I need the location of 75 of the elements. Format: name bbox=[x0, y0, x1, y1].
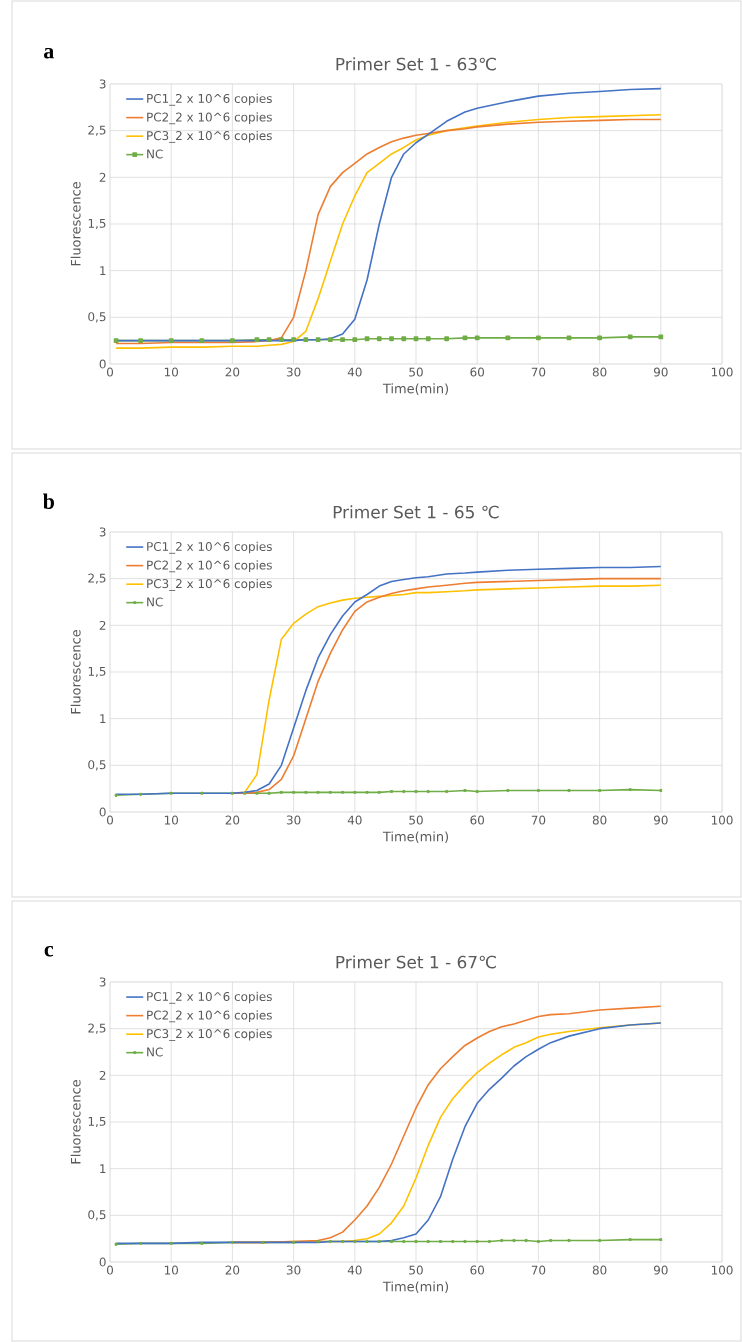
y-tick-label: 1 bbox=[100, 714, 106, 724]
y-tick-label: 2 bbox=[99, 172, 106, 182]
x-tick-label: 90 bbox=[653, 815, 668, 825]
y-tick-label: 1 bbox=[100, 266, 106, 275]
y-tick-label: 0,5 bbox=[88, 1210, 106, 1221]
x-tick-label: 10 bbox=[164, 367, 179, 377]
x-tick-label: 100 bbox=[711, 367, 733, 377]
chart-title: Primer Set 1 - 67℃ bbox=[336, 955, 496, 969]
x-tick-label: 80 bbox=[592, 1265, 607, 1275]
y-tick-label: 0,5 bbox=[88, 312, 106, 323]
x-tick-label: 70 bbox=[531, 1265, 546, 1275]
y-tick-label: 3 bbox=[99, 977, 106, 987]
legend-label: NC bbox=[147, 1047, 163, 1057]
x-axis-title: Time(min) bbox=[382, 383, 449, 395]
legend-label: PC1_2 x 10^6 copies bbox=[147, 991, 272, 1004]
x-tick-label: 60 bbox=[470, 367, 485, 377]
y-tick-label: 1,5 bbox=[88, 666, 106, 678]
y-tick-label: 3 bbox=[99, 527, 106, 537]
legend-label: NC bbox=[147, 597, 163, 607]
text: a bbox=[44, 47, 54, 59]
x-axis-title: Time(min) bbox=[382, 831, 449, 843]
legend-label: PC3_2 x 10^6 copies bbox=[147, 578, 272, 591]
y-tick-label: 0 bbox=[99, 359, 106, 369]
x-tick-label: 30 bbox=[286, 367, 301, 377]
y-tick-label: 2,5 bbox=[88, 1023, 106, 1034]
x-tick-label: 20 bbox=[225, 1265, 240, 1275]
legend-label: NC bbox=[147, 149, 163, 159]
text: c bbox=[44, 945, 54, 957]
x-tick-label: 90 bbox=[653, 1265, 668, 1275]
y-tick-label: 0,5 bbox=[88, 760, 106, 771]
x-tick-label: 30 bbox=[286, 1265, 301, 1275]
x-axis-title: Time(min) bbox=[382, 1281, 449, 1293]
x-tick-label: 100 bbox=[711, 815, 733, 825]
y-tick-label: 2 bbox=[99, 1070, 106, 1080]
chart-title: Primer Set 1 - 65 ℃ bbox=[333, 505, 499, 519]
x-tick-label: 60 bbox=[470, 1265, 485, 1275]
x-tick-label: 40 bbox=[347, 1265, 362, 1275]
y-axis-title: Fluorescence bbox=[70, 629, 81, 714]
x-tick-label: 70 bbox=[531, 815, 546, 825]
x-tick-label: 100 bbox=[711, 1265, 733, 1275]
x-tick-label: 20 bbox=[225, 815, 240, 825]
legend-label: PC2_2 x 10^6 copies bbox=[147, 1010, 272, 1023]
legend-label: PC3_2 x 10^6 copies bbox=[147, 1028, 272, 1041]
x-tick-label: 50 bbox=[409, 367, 423, 377]
y-tick-label: 2,5 bbox=[88, 125, 106, 136]
x-tick-label: 30 bbox=[286, 815, 301, 825]
legend-label: PC2_2 x 10^6 copies bbox=[147, 560, 272, 573]
x-tick-label: 10 bbox=[164, 1265, 179, 1275]
legend-label: PC1_2 x 10^6 copies bbox=[147, 541, 272, 554]
x-tick-label: 90 bbox=[653, 367, 668, 377]
y-axis-title: Fluorescence bbox=[70, 1080, 81, 1164]
x-tick-label: 70 bbox=[531, 367, 546, 377]
x-tick-label: 60 bbox=[470, 815, 485, 825]
y-tick-label: 2,5 bbox=[88, 573, 106, 584]
legend-label: PC3_2 x 10^6 copies bbox=[147, 130, 272, 143]
x-tick-label: 50 bbox=[409, 815, 423, 825]
text: b bbox=[42, 493, 54, 509]
y-tick-label: 3 bbox=[99, 79, 106, 89]
chart-title: Primer Set 1 - 63℃ bbox=[336, 57, 496, 71]
x-tick-label: 80 bbox=[592, 367, 607, 377]
y-tick-label: 2 bbox=[99, 620, 106, 630]
y-tick-label: 1,5 bbox=[88, 1116, 106, 1128]
y-tick-label: 0 bbox=[99, 1257, 106, 1267]
y-axis-title: Fluorescence bbox=[70, 181, 81, 266]
y-tick-label: 0 bbox=[99, 807, 106, 817]
x-tick-label: 40 bbox=[347, 815, 362, 825]
x-tick-label: 10 bbox=[164, 815, 179, 825]
y-tick-label: 1 bbox=[100, 1164, 106, 1174]
x-tick-label: 50 bbox=[409, 1265, 423, 1275]
x-tick-label: 40 bbox=[347, 367, 362, 377]
legend-label: PC2_2 x 10^6 copies bbox=[147, 112, 272, 125]
legend-label: PC1_2 x 10^6 copies bbox=[147, 93, 272, 106]
x-tick-label: 20 bbox=[225, 367, 240, 377]
y-tick-label: 1,5 bbox=[88, 218, 106, 230]
x-tick-label: 80 bbox=[592, 815, 607, 825]
